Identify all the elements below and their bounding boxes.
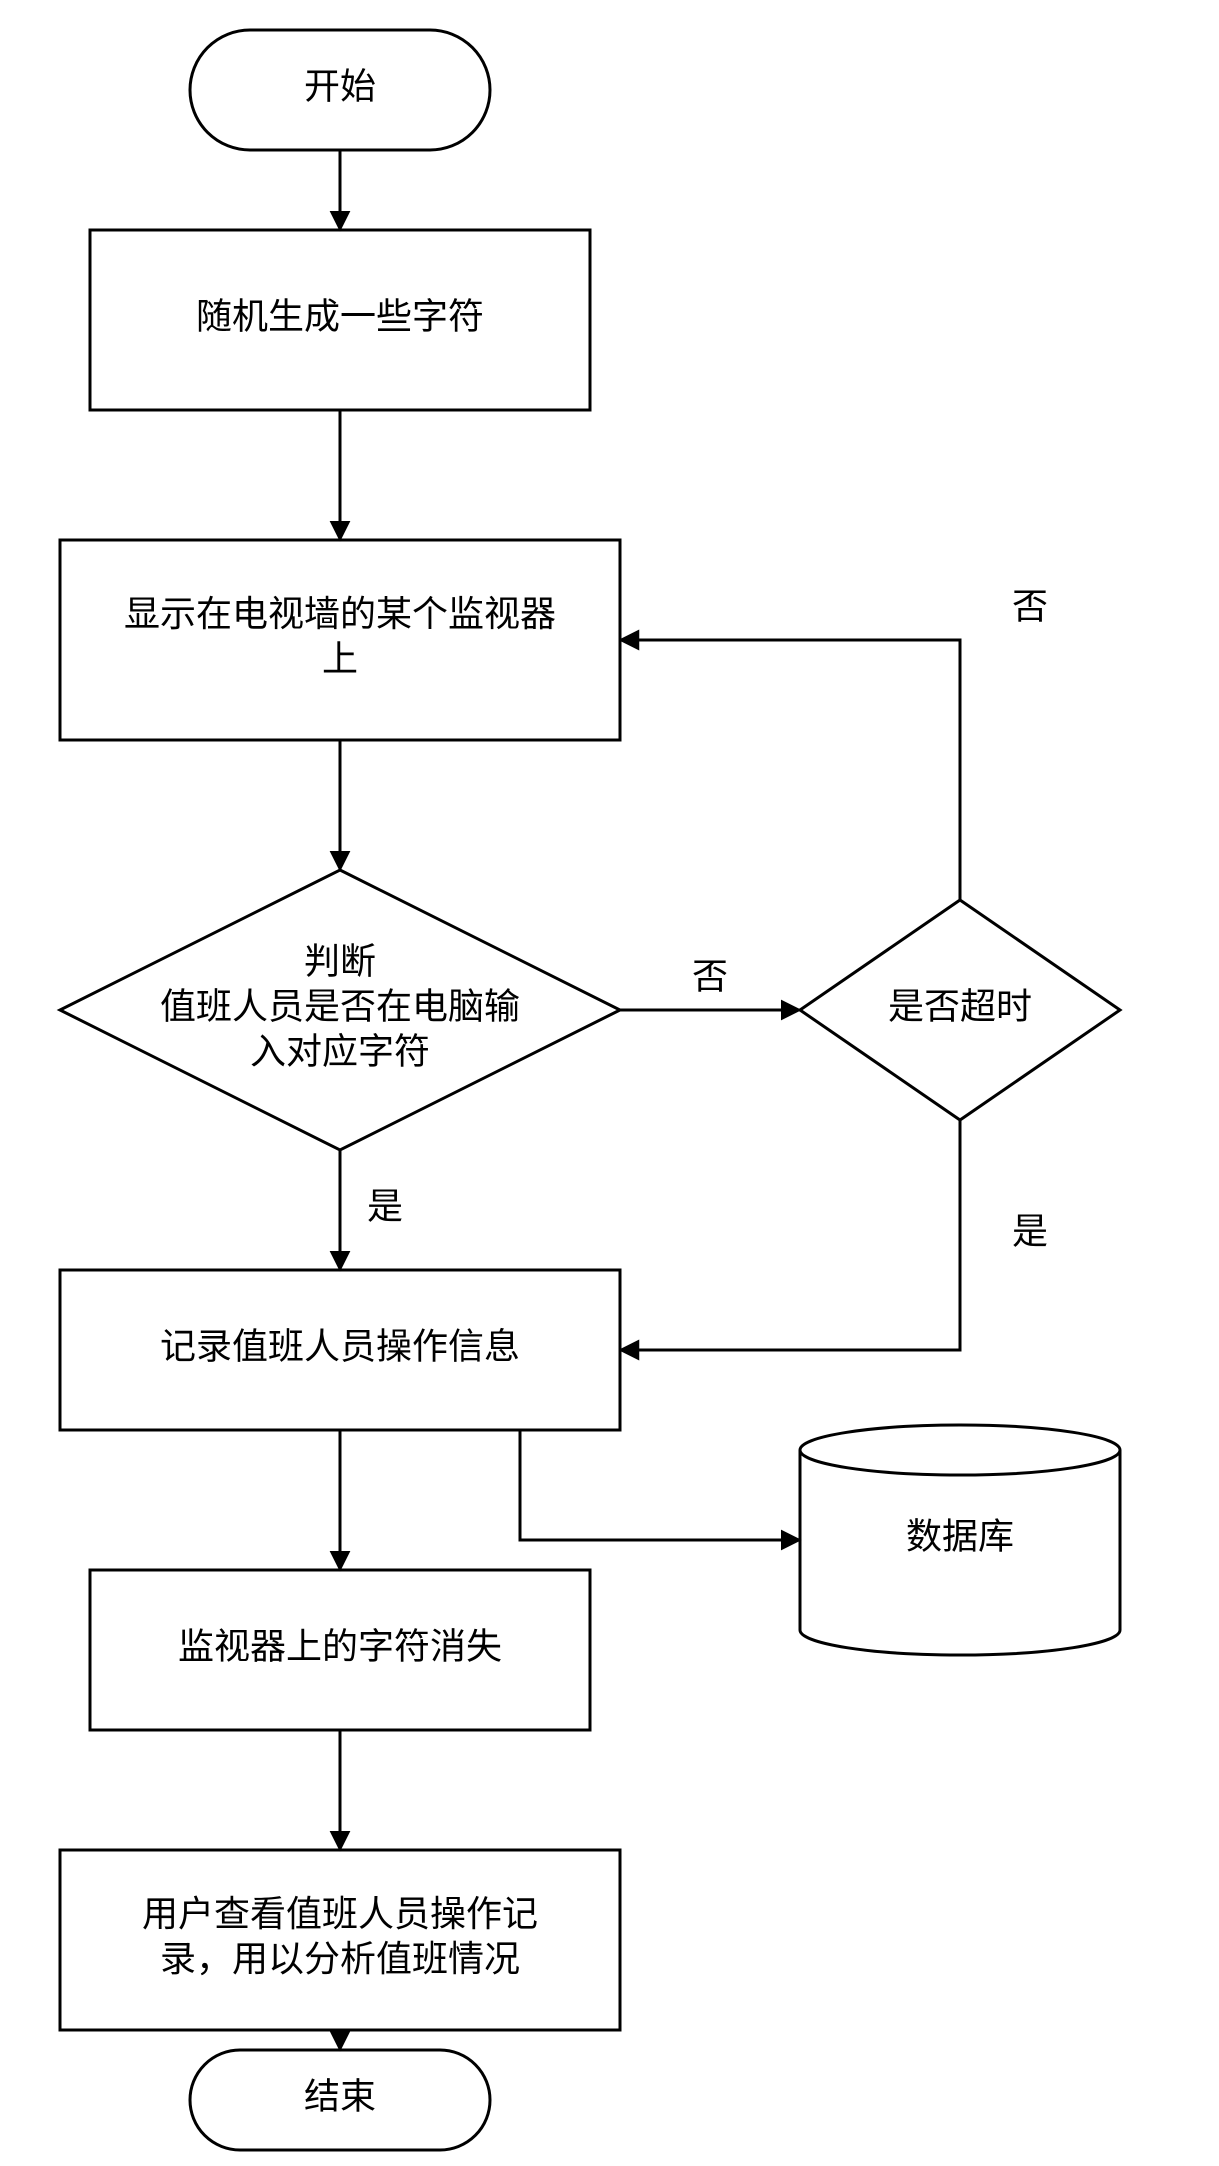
- node-db: 数据库: [800, 1425, 1120, 1655]
- edge-timeout-record: [620, 1120, 960, 1350]
- edge-record-db: [520, 1430, 800, 1540]
- node-review-text: 录，用以分析值班情况: [160, 1939, 520, 1979]
- node-judge-text: 判断: [304, 941, 376, 981]
- node-db-text: 数据库: [906, 1516, 1014, 1556]
- edge-label-judge-timeout: 否: [692, 956, 728, 996]
- node-judge: 判断值班人员是否在电脑输入对应字符: [60, 870, 620, 1150]
- node-timeout: 是否超时: [800, 900, 1120, 1120]
- node-clear-text: 监视器上的字符消失: [178, 1626, 502, 1666]
- node-gen: 随机生成一些字符: [90, 230, 590, 410]
- node-review-text: 用户查看值班人员操作记: [142, 1894, 538, 1934]
- node-gen-text: 随机生成一些字符: [196, 296, 484, 336]
- node-display-text: 显示在电视墙的某个监视器: [124, 594, 556, 634]
- node-start: 开始: [190, 30, 490, 150]
- node-judge-text: 值班人员是否在电脑输: [160, 986, 520, 1026]
- edge-timeout-display: [620, 640, 960, 900]
- node-record: 记录值班人员操作信息: [60, 1270, 620, 1430]
- edge-label-timeout-display: 否: [1012, 586, 1048, 626]
- node-clear: 监视器上的字符消失: [90, 1570, 590, 1730]
- edge-label-judge-record: 是: [367, 1186, 403, 1226]
- edge-label-timeout-record: 是: [1012, 1211, 1048, 1251]
- node-record-text: 记录值班人员操作信息: [160, 1326, 520, 1366]
- flowchart-canvas: 开始随机生成一些字符显示在电视墙的某个监视器上判断值班人员是否在电脑输入对应字符…: [0, 0, 1219, 2166]
- node-judge-text: 入对应字符: [250, 1031, 430, 1071]
- node-display-text: 上: [322, 639, 358, 679]
- node-start-text: 开始: [304, 66, 376, 106]
- node-review: 用户查看值班人员操作记录，用以分析值班情况: [60, 1850, 620, 2030]
- node-end-text: 结束: [304, 2076, 376, 2116]
- node-end: 结束: [190, 2050, 490, 2150]
- node-timeout-text: 是否超时: [888, 986, 1032, 1026]
- node-display: 显示在电视墙的某个监视器上: [60, 540, 620, 740]
